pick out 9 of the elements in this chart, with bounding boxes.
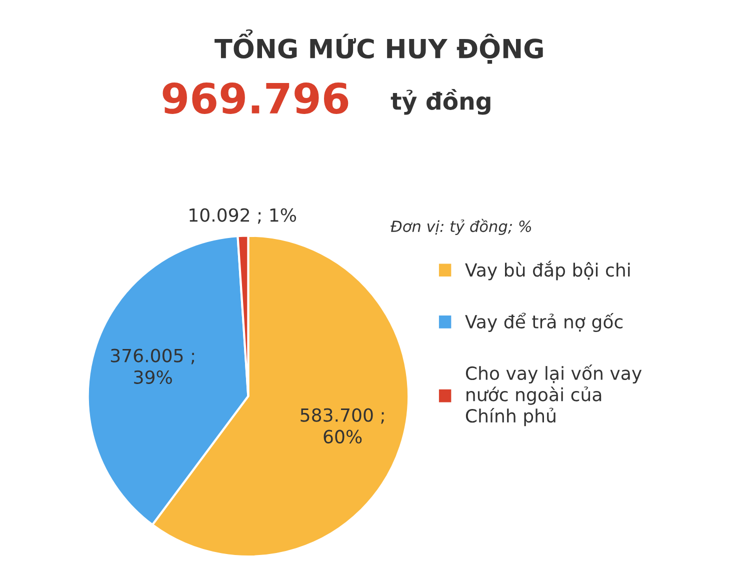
data-label: 376.005 ; 39% <box>110 348 194 384</box>
legend-label: Cho vay lại vốn vay nước ngoài của Chính phủ <box>466 364 642 426</box>
legend-label: Vay để trả nợ gốc <box>465 312 623 332</box>
chart-subtitle: 969.796 tỷ đồng <box>162 82 490 115</box>
text: Đơn vị: tỷ đồng; % <box>390 218 532 236</box>
legend-label: Vay bù đắp bội chi <box>465 260 630 280</box>
data-label: 10.092 ; 1% <box>190 208 296 224</box>
data-label: 583.700 ; 60% <box>300 408 384 444</box>
chart-title: TỔNG MỨC HUY ĐỘNG <box>214 29 543 64</box>
